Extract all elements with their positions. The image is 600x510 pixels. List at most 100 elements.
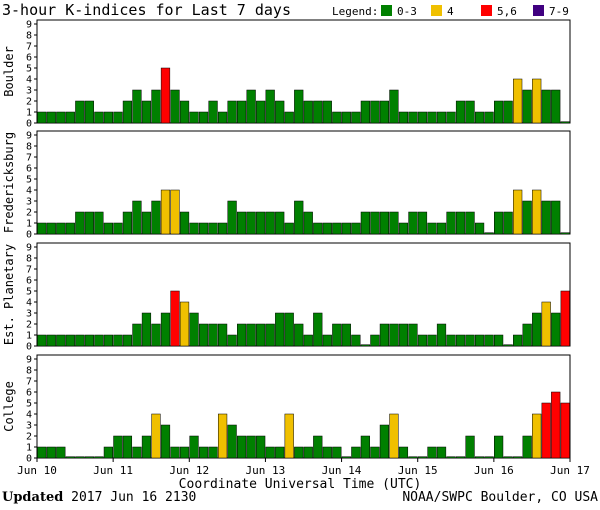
bar — [122, 435, 133, 459]
bar — [141, 312, 152, 347]
bar — [198, 222, 209, 235]
bar — [494, 334, 504, 347]
bar — [522, 435, 532, 459]
bar — [522, 200, 532, 235]
bar — [75, 211, 85, 235]
bar — [179, 301, 190, 347]
y-tick-label: 9 — [26, 355, 32, 366]
bar — [351, 111, 361, 124]
bar — [227, 200, 237, 235]
y-tick-label: 6 — [26, 276, 32, 287]
x-tick-label: Jun 12 — [169, 464, 209, 477]
y-tick-label: 3 — [26, 309, 32, 320]
bar — [284, 312, 294, 347]
x-tick-label: Jun 15 — [398, 464, 438, 477]
bar — [503, 100, 513, 124]
bar — [341, 222, 351, 235]
bar — [513, 334, 523, 347]
bar — [436, 111, 447, 124]
bar — [113, 334, 123, 347]
x-axis: Jun 10 Jun 11 Jun 12 Jun 13 Jun 14 Jun 15 Jun … — [17, 458, 590, 477]
bar — [541, 89, 551, 124]
bar — [46, 446, 56, 459]
bar — [560, 121, 570, 124]
bar — [532, 189, 542, 235]
y-tick-label: 3 — [26, 197, 32, 208]
bar — [370, 446, 380, 459]
bar — [484, 232, 494, 235]
chart-title: 3-hour K-indices for Last 7 days — [2, 1, 291, 19]
bar — [46, 334, 56, 347]
bar — [389, 211, 399, 235]
legend-entry: 7-9 — [549, 5, 569, 18]
bar — [332, 323, 342, 347]
y-tick-label: 1 — [26, 443, 32, 454]
bar — [351, 334, 361, 347]
bar — [160, 189, 171, 235]
bar — [84, 100, 94, 124]
bar — [284, 222, 294, 235]
bar — [294, 200, 304, 235]
bar — [370, 211, 380, 235]
bar — [208, 100, 218, 124]
bar — [322, 222, 332, 235]
panel-frame — [36, 242, 571, 347]
bar — [408, 456, 418, 459]
bar — [503, 211, 513, 235]
bar — [75, 334, 85, 347]
bar — [436, 446, 447, 459]
y-tick-label: 6 — [26, 388, 32, 399]
bar — [513, 456, 523, 459]
bar — [122, 100, 133, 124]
bar — [417, 456, 428, 459]
bar — [503, 344, 513, 347]
bar — [455, 456, 466, 459]
panels: Boulder0123456789Fredericksburg012345678… — [2, 19, 571, 465]
bar — [113, 435, 123, 459]
bar — [256, 323, 266, 347]
bar — [551, 312, 561, 347]
bar — [217, 111, 228, 124]
bar — [360, 100, 370, 124]
bar — [103, 111, 113, 124]
y-tick-label: 4 — [26, 186, 32, 197]
bar — [398, 222, 409, 235]
y-tick-label: 9 — [26, 243, 32, 254]
bar — [465, 211, 475, 235]
bar — [256, 435, 266, 459]
bar — [217, 413, 228, 459]
bar — [237, 100, 247, 124]
bar — [322, 100, 332, 124]
bar — [389, 323, 399, 347]
y-tick-label: 2 — [26, 208, 32, 219]
y-tick-label: 2 — [26, 432, 32, 443]
bar — [294, 323, 304, 347]
bar — [122, 211, 133, 235]
x-axis-label: Coordinate Universal Time (UTC) — [179, 477, 422, 492]
bar — [113, 222, 123, 235]
bar — [132, 446, 142, 459]
y-tick-label: 5 — [26, 64, 32, 75]
panel-label: Est. Planetary — [2, 244, 16, 345]
bar — [417, 334, 428, 347]
bar — [141, 435, 152, 459]
y-tick-label: 2 — [26, 320, 32, 331]
y-tick-label: 1 — [26, 219, 32, 230]
x-tick-label: Jun 10 — [17, 464, 57, 477]
y-tick-label: 1 — [26, 108, 32, 119]
x-tick-label: Jun 11 — [93, 464, 133, 477]
bar — [208, 446, 218, 459]
bar — [474, 222, 485, 235]
y-tick-label: 7 — [26, 42, 32, 53]
bar — [65, 222, 75, 235]
y-tick-label: 5 — [26, 399, 32, 410]
bar — [246, 435, 256, 459]
credit-text: NOAA/SWPC Boulder, CO USA — [402, 490, 598, 505]
bar — [465, 334, 475, 347]
bar — [275, 100, 285, 124]
bar — [275, 312, 285, 347]
bar — [179, 446, 190, 459]
bar — [75, 100, 85, 124]
y-tick-label: 0 — [26, 454, 32, 465]
